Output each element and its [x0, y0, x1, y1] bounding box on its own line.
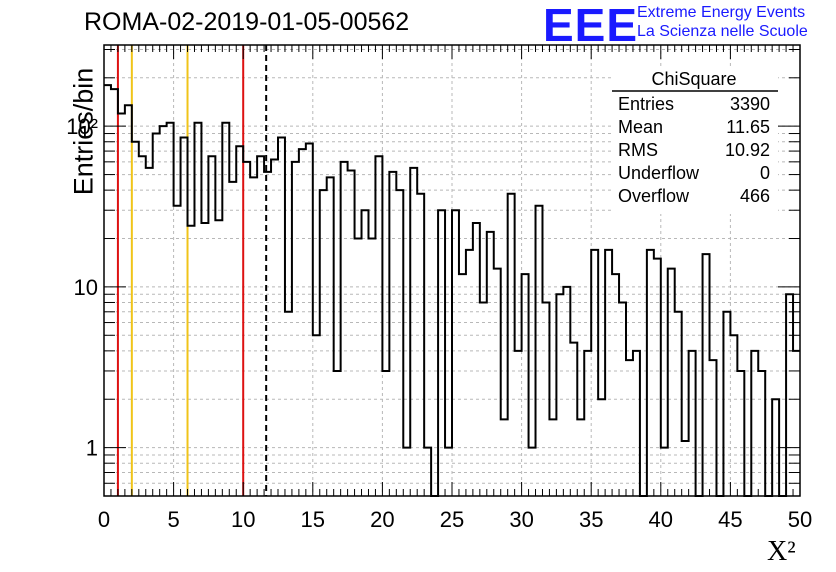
tick-labels: 0 5 10 15 20 25 30 35 40 45 50 1 10 10² — [66, 114, 812, 532]
y-tick-label: 10 — [74, 275, 98, 300]
x-tick-label: 50 — [788, 507, 812, 532]
stats-value-underflow: 0 — [760, 163, 770, 183]
stats-value-mean: 11.65 — [726, 117, 770, 137]
eee-logo: EEE — [543, 0, 639, 51]
logo-line-1: Extreme Energy Events — [637, 4, 806, 21]
stats-value-entries: 3390 — [730, 94, 770, 114]
chart-title: ROMA-02-2019-01-05-00562 — [84, 8, 410, 36]
x-tick-label: 35 — [579, 507, 603, 532]
x-tick-label: 20 — [370, 507, 394, 532]
histogram-series — [104, 84, 800, 497]
x-tick-label: 40 — [649, 507, 673, 532]
x-tick-label: 5 — [167, 507, 179, 532]
logo-line-2: La Scienza nelle Scuole — [637, 23, 808, 40]
stats-label-rms: RMS — [618, 140, 658, 160]
stats-label-underflow: Underflow — [618, 163, 700, 183]
x-tick-label: 30 — [509, 507, 533, 532]
stats-label-entries: Entries — [618, 94, 674, 114]
vertical-markers — [116, 45, 268, 496]
stats-title: ChiSquare — [651, 69, 736, 89]
stats-label-overflow: Overflow — [618, 186, 690, 206]
y-tick-label: 1 — [86, 436, 98, 461]
stats-box: ChiSquare Entries 3390 Mean 11.65 RMS 10… — [612, 66, 778, 214]
stats-value-overflow: 466 — [740, 186, 770, 206]
x-tick-label: 10 — [231, 507, 255, 532]
x-tick-label: 25 — [440, 507, 464, 532]
y-axis-label: Entries/bin — [68, 67, 99, 196]
x-axis-label: X² — [767, 536, 796, 567]
y-tick-label: 10² — [66, 114, 98, 139]
stats-value-rms: 10.92 — [725, 140, 770, 160]
stats-label-mean: Mean — [618, 117, 663, 137]
x-tick-label: 45 — [718, 507, 742, 532]
axis-ticks — [103, 45, 801, 497]
x-tick-label: 15 — [301, 507, 325, 532]
x-tick-label: 0 — [98, 507, 110, 532]
